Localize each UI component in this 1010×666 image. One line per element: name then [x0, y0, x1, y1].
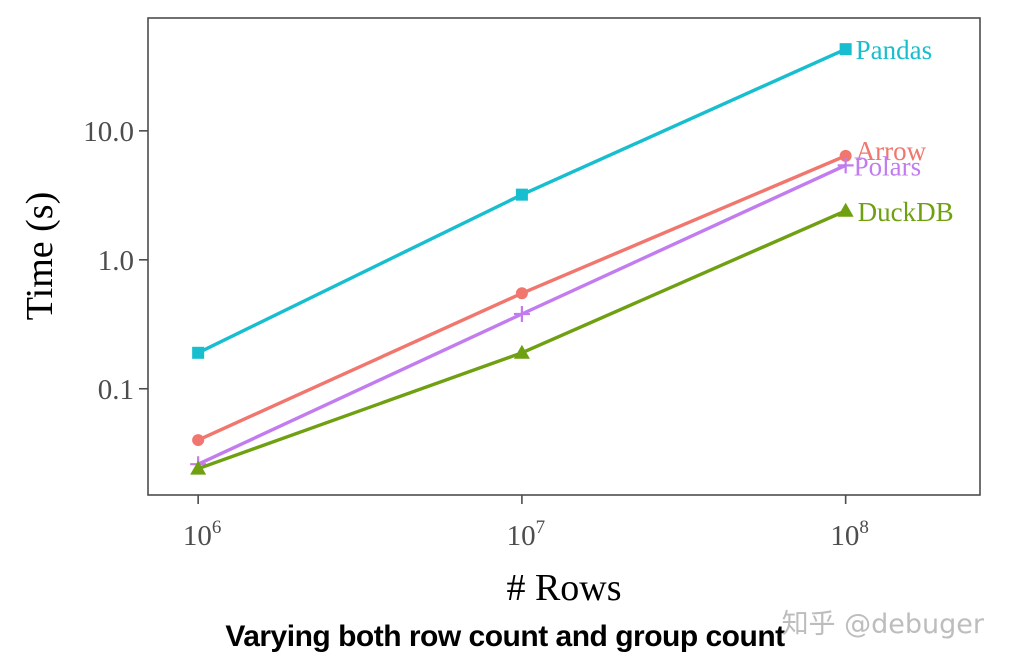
- data-point: [513, 344, 530, 359]
- series-label: Pandas: [856, 35, 933, 65]
- figure-caption: Varying both row count and group count: [225, 620, 785, 653]
- x-axis-title: # Rows: [506, 567, 621, 609]
- data-point: [190, 460, 207, 475]
- data-point: [192, 434, 205, 447]
- data-point: [513, 305, 530, 322]
- series-polars: Polars: [190, 151, 922, 473]
- series-duckdb: DuckDB: [190, 197, 954, 475]
- series-label: Polars: [854, 151, 922, 181]
- series-arrow: Arrow: [192, 136, 927, 447]
- x-axis: 106 107 108: [183, 495, 869, 552]
- y-tick-label: 1.0: [98, 245, 134, 277]
- y-tick-label: 0.1: [98, 374, 134, 406]
- plot-panel: [147, 17, 981, 496]
- data-point: [515, 287, 528, 300]
- watermark: 知乎 @debuger: [781, 609, 984, 640]
- data-point: [839, 149, 852, 162]
- series-label: DuckDB: [858, 197, 954, 227]
- x-tick-label: 108: [830, 517, 869, 552]
- data-point: [839, 43, 852, 56]
- y-tick-label: 10.0: [83, 116, 134, 148]
- data-point: [837, 157, 854, 174]
- x-tick-label: 107: [507, 517, 546, 552]
- series-label: Arrow: [856, 136, 927, 166]
- series-pandas: Pandas: [192, 35, 932, 359]
- y-axis-title: Time (s): [19, 192, 61, 320]
- y-axis: 0.1 1.0 10.0: [83, 116, 148, 406]
- data-point: [515, 188, 528, 201]
- data-point: [837, 202, 854, 217]
- x-tick-label: 106: [183, 517, 222, 552]
- data-point: [192, 346, 205, 359]
